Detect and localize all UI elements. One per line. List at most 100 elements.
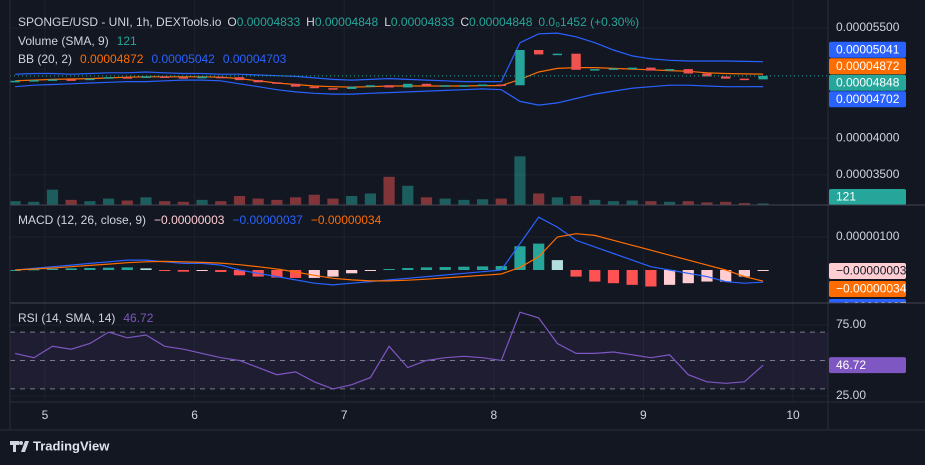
bb-lower	[15, 79, 764, 106]
logo-dot	[19, 441, 23, 445]
candle	[178, 77, 189, 79]
histogram-bar	[383, 269, 395, 271]
histogram-bar	[28, 269, 40, 271]
x-tick-label: 6	[191, 408, 198, 422]
volume-bar	[607, 201, 620, 205]
candle	[590, 69, 600, 71]
candle	[440, 85, 450, 87]
histogram-bar	[757, 270, 769, 272]
x-tick-label: 7	[341, 408, 348, 422]
legend-item: 0.00004833	[391, 15, 455, 29]
volume-bar	[420, 197, 433, 205]
histogram-bar	[570, 270, 582, 277]
volume-bar	[757, 203, 769, 205]
candle	[160, 76, 170, 78]
legend-item: C	[460, 15, 469, 29]
volume-bar	[215, 201, 227, 205]
candle	[721, 76, 731, 79]
signal-line	[15, 233, 764, 282]
candle	[421, 83, 432, 86]
histogram-bar	[476, 266, 489, 271]
volume-bar	[495, 198, 507, 205]
candle	[122, 77, 132, 79]
legend-item: SPONGE/USD - UNI, 1h, DEXTools.io	[18, 15, 222, 29]
histogram-bar	[514, 246, 526, 271]
histogram-bar	[364, 270, 376, 272]
candle	[534, 50, 544, 55]
price-label-box	[829, 91, 906, 108]
price-label: 0.00004872	[836, 59, 900, 73]
candle	[29, 80, 39, 82]
candle	[571, 53, 581, 70]
histogram-bar	[46, 268, 59, 271]
candle	[646, 67, 656, 71]
volume-bar	[682, 201, 694, 205]
price-label: 121	[836, 190, 856, 204]
candle	[702, 73, 712, 77]
price-label-box	[829, 357, 906, 374]
price-label: 0.00005041	[836, 42, 900, 56]
candle	[664, 69, 675, 71]
histogram-bar	[439, 267, 451, 271]
legend: SPONGE/USD - UNI, 1h, DEXTools.io O0.0000…	[18, 15, 639, 325]
volume-bar	[233, 196, 246, 205]
histogram-bar	[458, 266, 470, 271]
candle	[403, 83, 413, 88]
volume-bar	[327, 198, 339, 205]
volume-bar	[46, 189, 59, 205]
volume-bar	[364, 193, 376, 205]
histogram-bar	[84, 268, 96, 271]
legend-item: −0.00000034	[311, 213, 382, 227]
price-label: 46.72	[836, 358, 866, 372]
candle	[290, 83, 301, 87]
histogram-bar	[196, 270, 208, 272]
volume-bar	[271, 199, 283, 205]
histogram-bar	[701, 270, 713, 282]
bb-upper	[15, 32, 764, 83]
histogram-bar	[271, 270, 283, 278]
candle	[234, 77, 245, 81]
volume-bar	[346, 196, 358, 205]
volume-bar	[10, 201, 21, 205]
volume-bar	[720, 201, 732, 205]
candle	[739, 78, 750, 81]
volume-bar	[65, 199, 77, 205]
price-label-box	[829, 298, 906, 303]
volume-bar	[196, 199, 208, 205]
legend-row: MACD (12, 26, close, 9) −0.00000003 −0.000…	[18, 213, 382, 227]
candle	[85, 78, 95, 81]
legend-row: Volume (SMA, 9) 121	[18, 34, 137, 48]
candle	[47, 79, 58, 81]
legend-item: 0.00004833	[237, 15, 301, 29]
price-label: −0.00000003	[836, 264, 907, 278]
y-tick-label: 25.00	[836, 388, 866, 402]
y-tick-label: 0.00004000	[836, 130, 900, 144]
rsi-axis: 75.00 25.00 46.72	[829, 317, 906, 402]
logo: TradingView	[10, 438, 110, 453]
histogram-bar	[327, 270, 339, 277]
candle	[253, 80, 263, 83]
histogram-bar	[607, 270, 620, 284]
legend-item: Volume (SMA, 9)	[18, 34, 109, 48]
volume-bar	[402, 185, 414, 205]
price-label-box	[829, 58, 906, 75]
histogram-bar	[402, 268, 414, 271]
candle	[627, 67, 637, 70]
y-tick-label: 0.00005500	[836, 20, 900, 34]
histogram-bar	[738, 270, 750, 277]
volume-bar	[383, 176, 395, 205]
candle	[459, 85, 469, 87]
histogram-bar	[420, 267, 433, 271]
legend-item: MACD (12, 26, close, 9)	[18, 213, 146, 227]
volume-bar	[663, 201, 676, 205]
histogram-bar	[159, 270, 171, 272]
candle	[216, 76, 226, 79]
price-label-box	[829, 41, 906, 58]
candle	[552, 53, 563, 56]
volume-bar	[570, 196, 582, 205]
candle	[197, 76, 207, 79]
legend-item: RSI (14, SMA, 14)	[18, 311, 115, 325]
